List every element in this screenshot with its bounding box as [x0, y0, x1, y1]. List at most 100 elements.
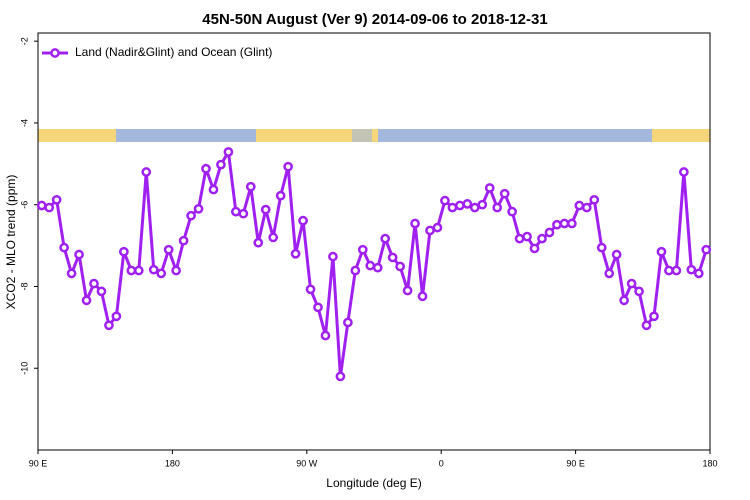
data-point — [36, 200, 47, 211]
y-tick-label: -10 — [19, 362, 29, 375]
legend-label: Land (Nadir&Glint) and Ocean (Glint) — [75, 45, 272, 59]
x-axis-label: Longitude (deg E) — [326, 476, 421, 490]
data-point — [231, 206, 241, 217]
y-tick-label: -2 — [19, 37, 29, 45]
data-point — [686, 264, 697, 275]
data-point — [208, 184, 219, 195]
y-tick-label: -6 — [19, 201, 29, 209]
data-point — [171, 265, 181, 276]
data-point — [305, 284, 316, 295]
data-point — [253, 237, 264, 248]
x-tick-label: 180 — [702, 458, 717, 468]
data-point — [268, 232, 279, 243]
data-point — [649, 311, 659, 322]
data-point — [634, 286, 644, 297]
data-point — [619, 295, 629, 306]
y-tick-label: -8 — [19, 282, 29, 290]
x-tick-label: 90 W — [296, 458, 318, 468]
data-point — [343, 317, 353, 328]
data-point — [402, 285, 413, 296]
data-point — [417, 291, 428, 302]
data-point — [529, 243, 540, 254]
data-point — [238, 208, 249, 219]
data-point — [693, 268, 704, 279]
data-point — [492, 202, 503, 213]
data-point — [126, 265, 137, 276]
data-point — [537, 233, 547, 244]
data-point — [380, 233, 391, 244]
data-point — [514, 233, 525, 244]
data-point — [298, 215, 308, 226]
data-point — [522, 231, 532, 242]
data-point — [701, 244, 712, 255]
data-point — [245, 181, 256, 192]
data-point — [275, 190, 286, 201]
chart-title: 45N-50N August (Ver 9) 2014-09-06 to 201… — [202, 11, 547, 28]
data-point — [201, 163, 211, 174]
plot-frame — [37, 32, 711, 451]
data-point — [477, 199, 488, 210]
data-point — [589, 194, 600, 205]
x-tick-label: 0 — [439, 458, 444, 468]
data-point — [656, 246, 667, 257]
data-point — [290, 248, 301, 259]
data-point — [44, 202, 55, 213]
data-point — [193, 203, 204, 214]
data-point — [596, 242, 607, 253]
data-point — [313, 302, 323, 313]
legend-marker — [50, 48, 60, 58]
data-point — [66, 268, 77, 279]
data-point — [96, 286, 107, 297]
data-point — [141, 167, 152, 177]
data-point — [664, 265, 674, 276]
data-point — [440, 195, 450, 206]
data-point — [671, 265, 682, 276]
data-point — [395, 261, 405, 272]
data-point — [455, 200, 465, 211]
data-point — [544, 227, 555, 238]
data-point — [447, 202, 458, 213]
data-point — [425, 225, 435, 236]
data-point — [499, 188, 510, 199]
data-point — [350, 265, 361, 276]
data-point — [462, 199, 473, 209]
data-point — [507, 206, 517, 217]
data-point — [163, 244, 174, 255]
x-tick-label: 180 — [165, 458, 180, 468]
data-point — [51, 194, 62, 205]
data-point — [611, 249, 622, 260]
data-point — [111, 311, 122, 322]
data-point — [432, 222, 443, 233]
data-point — [260, 204, 271, 215]
data-point — [641, 320, 652, 331]
data-point — [581, 202, 592, 213]
data-point — [156, 268, 167, 279]
data-point — [104, 320, 114, 331]
data-point — [223, 147, 234, 157]
data-point — [216, 159, 226, 170]
data-point — [148, 264, 159, 275]
data-point — [81, 295, 92, 306]
data-point — [320, 330, 331, 341]
data-point — [574, 200, 585, 211]
data-point — [567, 218, 577, 229]
data-point — [604, 268, 615, 279]
x-tick-label: 90 E — [566, 458, 585, 468]
y-axis-label: XCO2 - MLO trend (ppm) — [4, 175, 18, 310]
data-point — [89, 278, 99, 289]
data-point — [133, 265, 144, 276]
data-point — [283, 161, 293, 172]
data-point — [357, 244, 368, 255]
data-point — [74, 249, 84, 260]
data-point — [119, 246, 129, 257]
data-point — [552, 219, 562, 230]
data-point — [626, 278, 637, 289]
y-tick-label: -4 — [19, 119, 29, 127]
data-point — [372, 262, 383, 273]
x-tick-label: 90 E — [29, 458, 48, 468]
data-point — [484, 183, 495, 193]
data-point — [186, 210, 196, 221]
data-point — [679, 167, 689, 177]
map-strip — [38, 129, 710, 142]
